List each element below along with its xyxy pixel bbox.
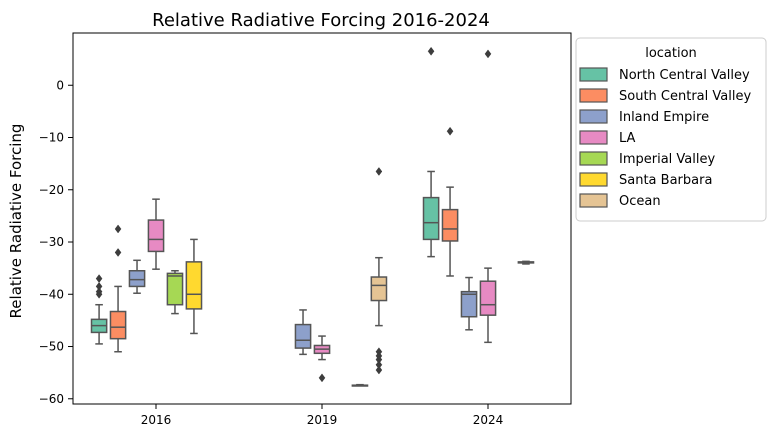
box-north-central-valley-2016	[90, 274, 108, 345]
y-tick-label: 0	[56, 78, 64, 92]
box-inland-empire-2016	[128, 259, 146, 294]
iqr-box	[166, 272, 184, 306]
axes-frame	[72, 32, 572, 405]
iqr-box	[479, 280, 497, 316]
box-la-2024	[479, 49, 497, 344]
box-santa-barbara-2016	[185, 238, 203, 335]
legend-label: South Central Valley	[619, 89, 751, 104]
outlier-point	[427, 46, 435, 56]
legend-label: Inland Empire	[619, 110, 709, 125]
legend-label: North Central Valley	[619, 68, 750, 83]
box-la-2016	[147, 198, 165, 270]
outlier-point	[375, 365, 383, 375]
iqr-box	[185, 261, 203, 310]
box-inland-empire-2019	[294, 309, 312, 356]
legend-label: LA	[619, 131, 636, 146]
legend: location North Central Valley South Centra…	[575, 37, 767, 222]
box-santa-barbara-2024	[517, 260, 535, 265]
y-tick-label: −30	[39, 235, 64, 249]
y-tick-label: −10	[39, 131, 64, 145]
x-tick-label: 2016	[141, 413, 172, 427]
box-north-central-valley-2024	[422, 46, 440, 258]
legend-swatch	[579, 88, 608, 103]
plot-area: 0 −10 −20 −30 −40 −50 −60 2016 2019 2024	[39, 32, 572, 427]
outlier-point	[318, 373, 326, 383]
legend-title: location	[645, 46, 697, 61]
y-axis-title: Relative Radiative Forcing	[7, 124, 25, 319]
box-santa-barbara-2019	[351, 383, 369, 387]
iqr-box	[370, 276, 388, 302]
outlier-point	[484, 49, 492, 59]
iqr-box	[294, 323, 312, 349]
iqr-box	[147, 219, 165, 253]
box-inland-empire-2024	[460, 276, 478, 331]
outlier-point	[114, 224, 122, 234]
legend-swatch	[579, 193, 608, 208]
outlier-point	[446, 126, 454, 136]
legend-swatch	[579, 130, 608, 145]
y-tick-label: −20	[39, 183, 64, 197]
chart-title: Relative Radiative Forcing 2016-2024	[152, 10, 490, 31]
box-south-central-valley-2016	[109, 224, 127, 353]
x-tick-label: 2024	[473, 413, 504, 427]
legend-label: Santa Barbara	[619, 173, 712, 188]
y-tick-label: −40	[39, 287, 64, 301]
box-imperial-valley-2016	[166, 270, 184, 315]
outlier-point	[95, 289, 103, 299]
y-tick-label: −50	[39, 340, 64, 354]
iqr-box	[460, 290, 478, 318]
outlier-point	[114, 248, 122, 257]
iqr-box	[441, 208, 459, 242]
legend-swatch	[579, 67, 608, 82]
iqr-box	[109, 310, 127, 340]
legend-swatch	[579, 109, 608, 124]
outlier-point	[375, 167, 383, 176]
box-la-2019	[313, 335, 331, 383]
legend-frame	[575, 37, 767, 222]
legend-label: Imperial Valley	[619, 152, 715, 167]
x-tick-label: 2019	[307, 413, 338, 427]
iqr-box	[128, 270, 146, 288]
legend-label: Ocean	[619, 194, 661, 209]
box-south-central-valley-2024	[441, 126, 459, 277]
y-tick-label: −60	[39, 392, 64, 406]
legend-swatch	[579, 172, 608, 187]
legend-swatch	[579, 151, 608, 166]
iqr-box	[422, 196, 440, 241]
box-ocean-2019	[370, 167, 388, 375]
